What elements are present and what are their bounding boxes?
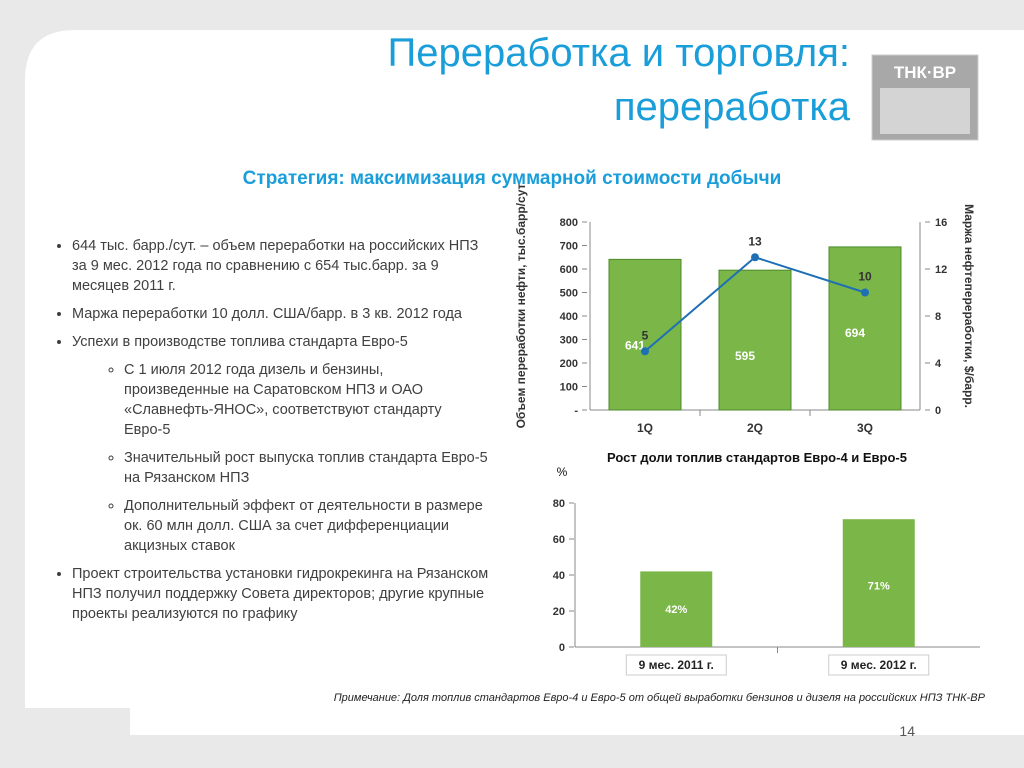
bullet: Маржа переработки 10 долл. США/барр. в 3…: [72, 304, 490, 324]
tick-label: 8: [935, 311, 941, 323]
title-line: Переработка и торговля:: [387, 31, 850, 75]
x-tick-label: 3Q: [857, 421, 873, 435]
point-label: 5: [642, 328, 649, 342]
tick-label: 40: [553, 570, 565, 582]
bullet: 644 тыс. барр./сут. – объем переработки …: [72, 236, 490, 296]
bar-label: 42%: [665, 604, 687, 616]
point: [751, 253, 759, 262]
bar-label: 694: [845, 326, 865, 340]
slide-panel: [25, 30, 1024, 735]
tick-label: 600: [560, 264, 578, 276]
tick-label: 20: [553, 606, 565, 618]
tick-label: 0: [559, 642, 565, 654]
bar-label: 595: [735, 349, 755, 363]
tick-label: 100: [560, 382, 578, 394]
x-tick-label: 1Q: [637, 421, 653, 435]
category-box: [625, 654, 727, 676]
note: Примечание: Доля топлив стандартов Евро-…: [334, 692, 986, 704]
tick-label: 12: [935, 264, 947, 276]
y2-axis-label: Маржа нефтепереработки, $/барр.: [962, 204, 976, 408]
page-number: 14: [899, 723, 915, 739]
bullet: Успехи в производстве топлива стандарта …: [72, 332, 490, 556]
point-label: 13: [748, 234, 762, 248]
tick-label: 200: [560, 358, 578, 370]
x-tick-label: 9 мес. 2012 г.: [841, 658, 917, 672]
bar-label: 71%: [868, 580, 890, 592]
bar: [640, 571, 713, 647]
tick-label: 500: [560, 288, 578, 300]
bar: [828, 246, 902, 411]
subtitle: Стратегия: максимизация суммарной стоимо…: [243, 168, 782, 189]
tick-label: 4: [935, 358, 942, 370]
tick-label: 16: [935, 217, 947, 229]
title-line: переработка: [614, 85, 851, 129]
sub-bullet: Значительный рост выпуска топлив стандар…: [124, 448, 490, 488]
point: [861, 288, 869, 297]
point-label: 10: [858, 270, 872, 284]
bar: [718, 269, 792, 411]
y-axis-label: %: [557, 465, 568, 479]
bullet: Проект строительства установки гидрокрек…: [72, 564, 490, 624]
chart-title: Рост доли топлив стандартов Евро-4 и Евр…: [607, 450, 907, 465]
x-tick-label: 9 мес. 2011 г.: [639, 658, 714, 672]
logo-text: ТНК·BP: [894, 63, 956, 82]
bullet-text: Успехи в производстве топлива стандарта …: [72, 334, 408, 350]
tick-label: 800: [560, 217, 578, 229]
tick-label: 60: [553, 534, 565, 546]
tick-label: 0: [935, 405, 941, 417]
bar: [842, 519, 915, 647]
bar-label: 641: [625, 338, 645, 352]
category-box: [828, 654, 930, 676]
tick-label: -: [574, 405, 578, 417]
tick-label: 400: [560, 311, 578, 323]
bullets: 644 тыс. барр./сут. – объем переработки …: [40, 236, 490, 632]
point: [641, 347, 649, 356]
sub-bullet: Дополнительный эффект от деятельности в …: [124, 496, 490, 556]
tick-label: 80: [553, 498, 565, 510]
tick-label: 300: [560, 335, 578, 347]
logo-inner: [880, 88, 970, 134]
y-axis-label: Объем переработки нефти, тыс.барр/сут: [514, 183, 528, 428]
bar: [608, 258, 682, 411]
sub-bullet: С 1 июля 2012 года дизель и бензины, про…: [124, 360, 490, 440]
x-tick-label: 2Q: [747, 421, 763, 435]
tick-label: 700: [560, 241, 578, 253]
